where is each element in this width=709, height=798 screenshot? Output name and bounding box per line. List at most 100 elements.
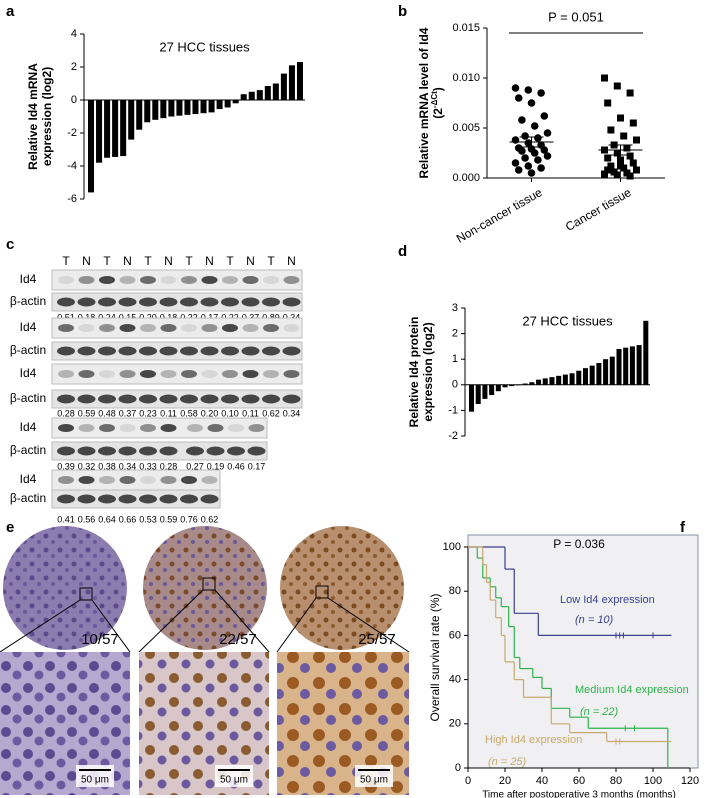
data-point (604, 99, 612, 107)
y-axis-label-line: ) (431, 87, 445, 91)
ratio: 0.18 (160, 312, 178, 322)
legend-n: (n = 10) (575, 614, 614, 626)
band (282, 346, 301, 356)
y-tick-label: 60 (449, 629, 461, 641)
y-tick-label: 20 (449, 718, 461, 730)
y-tick-label: -1 (448, 404, 458, 416)
bar (549, 377, 555, 385)
band (98, 494, 116, 504)
bar (272, 83, 279, 100)
data-point (601, 74, 608, 82)
band (221, 346, 239, 356)
bar (589, 365, 595, 385)
ratio: 0.18 (78, 312, 96, 322)
band (262, 297, 280, 307)
band (99, 276, 115, 284)
data-point (527, 99, 536, 107)
data-point (626, 152, 634, 160)
band (207, 424, 224, 432)
ratio: 0.58 (180, 408, 198, 418)
y-tick-label: 1 (452, 353, 458, 365)
band (57, 346, 75, 356)
band (160, 276, 177, 284)
row-label: β-actin (10, 491, 46, 505)
bar (184, 100, 191, 115)
bar (128, 100, 135, 140)
ratio: 0.37 (242, 312, 260, 322)
data-point (521, 154, 529, 162)
data-point (601, 170, 608, 178)
data-point (629, 119, 637, 127)
band (58, 476, 74, 484)
bar (482, 384, 488, 399)
ratio: 0.19 (207, 461, 225, 471)
band (201, 370, 218, 378)
data-point (530, 149, 539, 157)
band (140, 276, 156, 284)
band (118, 494, 137, 504)
data-point (518, 116, 526, 124)
band (181, 476, 197, 484)
band (241, 297, 260, 307)
data-point (537, 164, 545, 172)
zoom-box (315, 585, 329, 599)
annotation: P = 0.036 (553, 537, 605, 551)
bar (216, 100, 223, 110)
data-point (511, 84, 520, 92)
band (58, 276, 74, 284)
legend-n: (n = 25) (488, 756, 527, 768)
band (98, 346, 116, 356)
data-point (524, 162, 533, 170)
bar (256, 90, 263, 100)
bar (596, 363, 602, 385)
band (180, 394, 198, 404)
ratio: 0.27 (186, 461, 204, 471)
ratio: 0.37 (119, 408, 137, 418)
band (78, 370, 95, 378)
panel-label: f (680, 519, 686, 536)
band (140, 476, 156, 484)
y-tick-label: 0 (71, 94, 77, 106)
band (222, 370, 238, 378)
ratio: 0.23 (139, 408, 157, 418)
band (248, 424, 265, 432)
ihc-images (0, 526, 410, 795)
ratio: 0.41 (57, 514, 75, 524)
bar (509, 384, 515, 387)
annotation: 27 HCC tissues (159, 39, 250, 54)
x-tick-label: 120 (681, 775, 699, 787)
y-tick-label: -4 (67, 160, 77, 172)
y-tick-label: 0.000 (452, 172, 480, 184)
row-label: Id4 (20, 472, 37, 486)
fraction: 25/57 (358, 631, 396, 648)
bar (192, 100, 199, 115)
band (118, 446, 137, 456)
y-tick-label: 40 (449, 674, 461, 686)
blot-target (51, 269, 303, 291)
data-point (626, 172, 634, 180)
band (283, 370, 300, 378)
band (200, 297, 219, 307)
band (77, 297, 96, 307)
band (58, 370, 74, 378)
y-axis-label-sup: -ΔCt (430, 91, 439, 108)
x-tick-label: 100 (644, 775, 662, 787)
band (78, 424, 95, 432)
scale-label: 50 μm (220, 775, 248, 786)
data-point (607, 162, 615, 170)
lane-label: T (267, 254, 275, 268)
bar (288, 65, 295, 100)
lane-label: N (205, 254, 214, 268)
bar (495, 384, 501, 392)
ratio: 0.32 (78, 461, 96, 471)
band (160, 424, 177, 432)
band (119, 276, 136, 284)
bar (629, 346, 635, 385)
error-bar (608, 144, 633, 156)
ratio: 0.66 (119, 514, 137, 524)
y-tick-label: 0.005 (452, 122, 480, 134)
band (263, 324, 279, 332)
ratio: 0.17 (201, 312, 219, 322)
x-tick-label: 40 (536, 775, 548, 787)
